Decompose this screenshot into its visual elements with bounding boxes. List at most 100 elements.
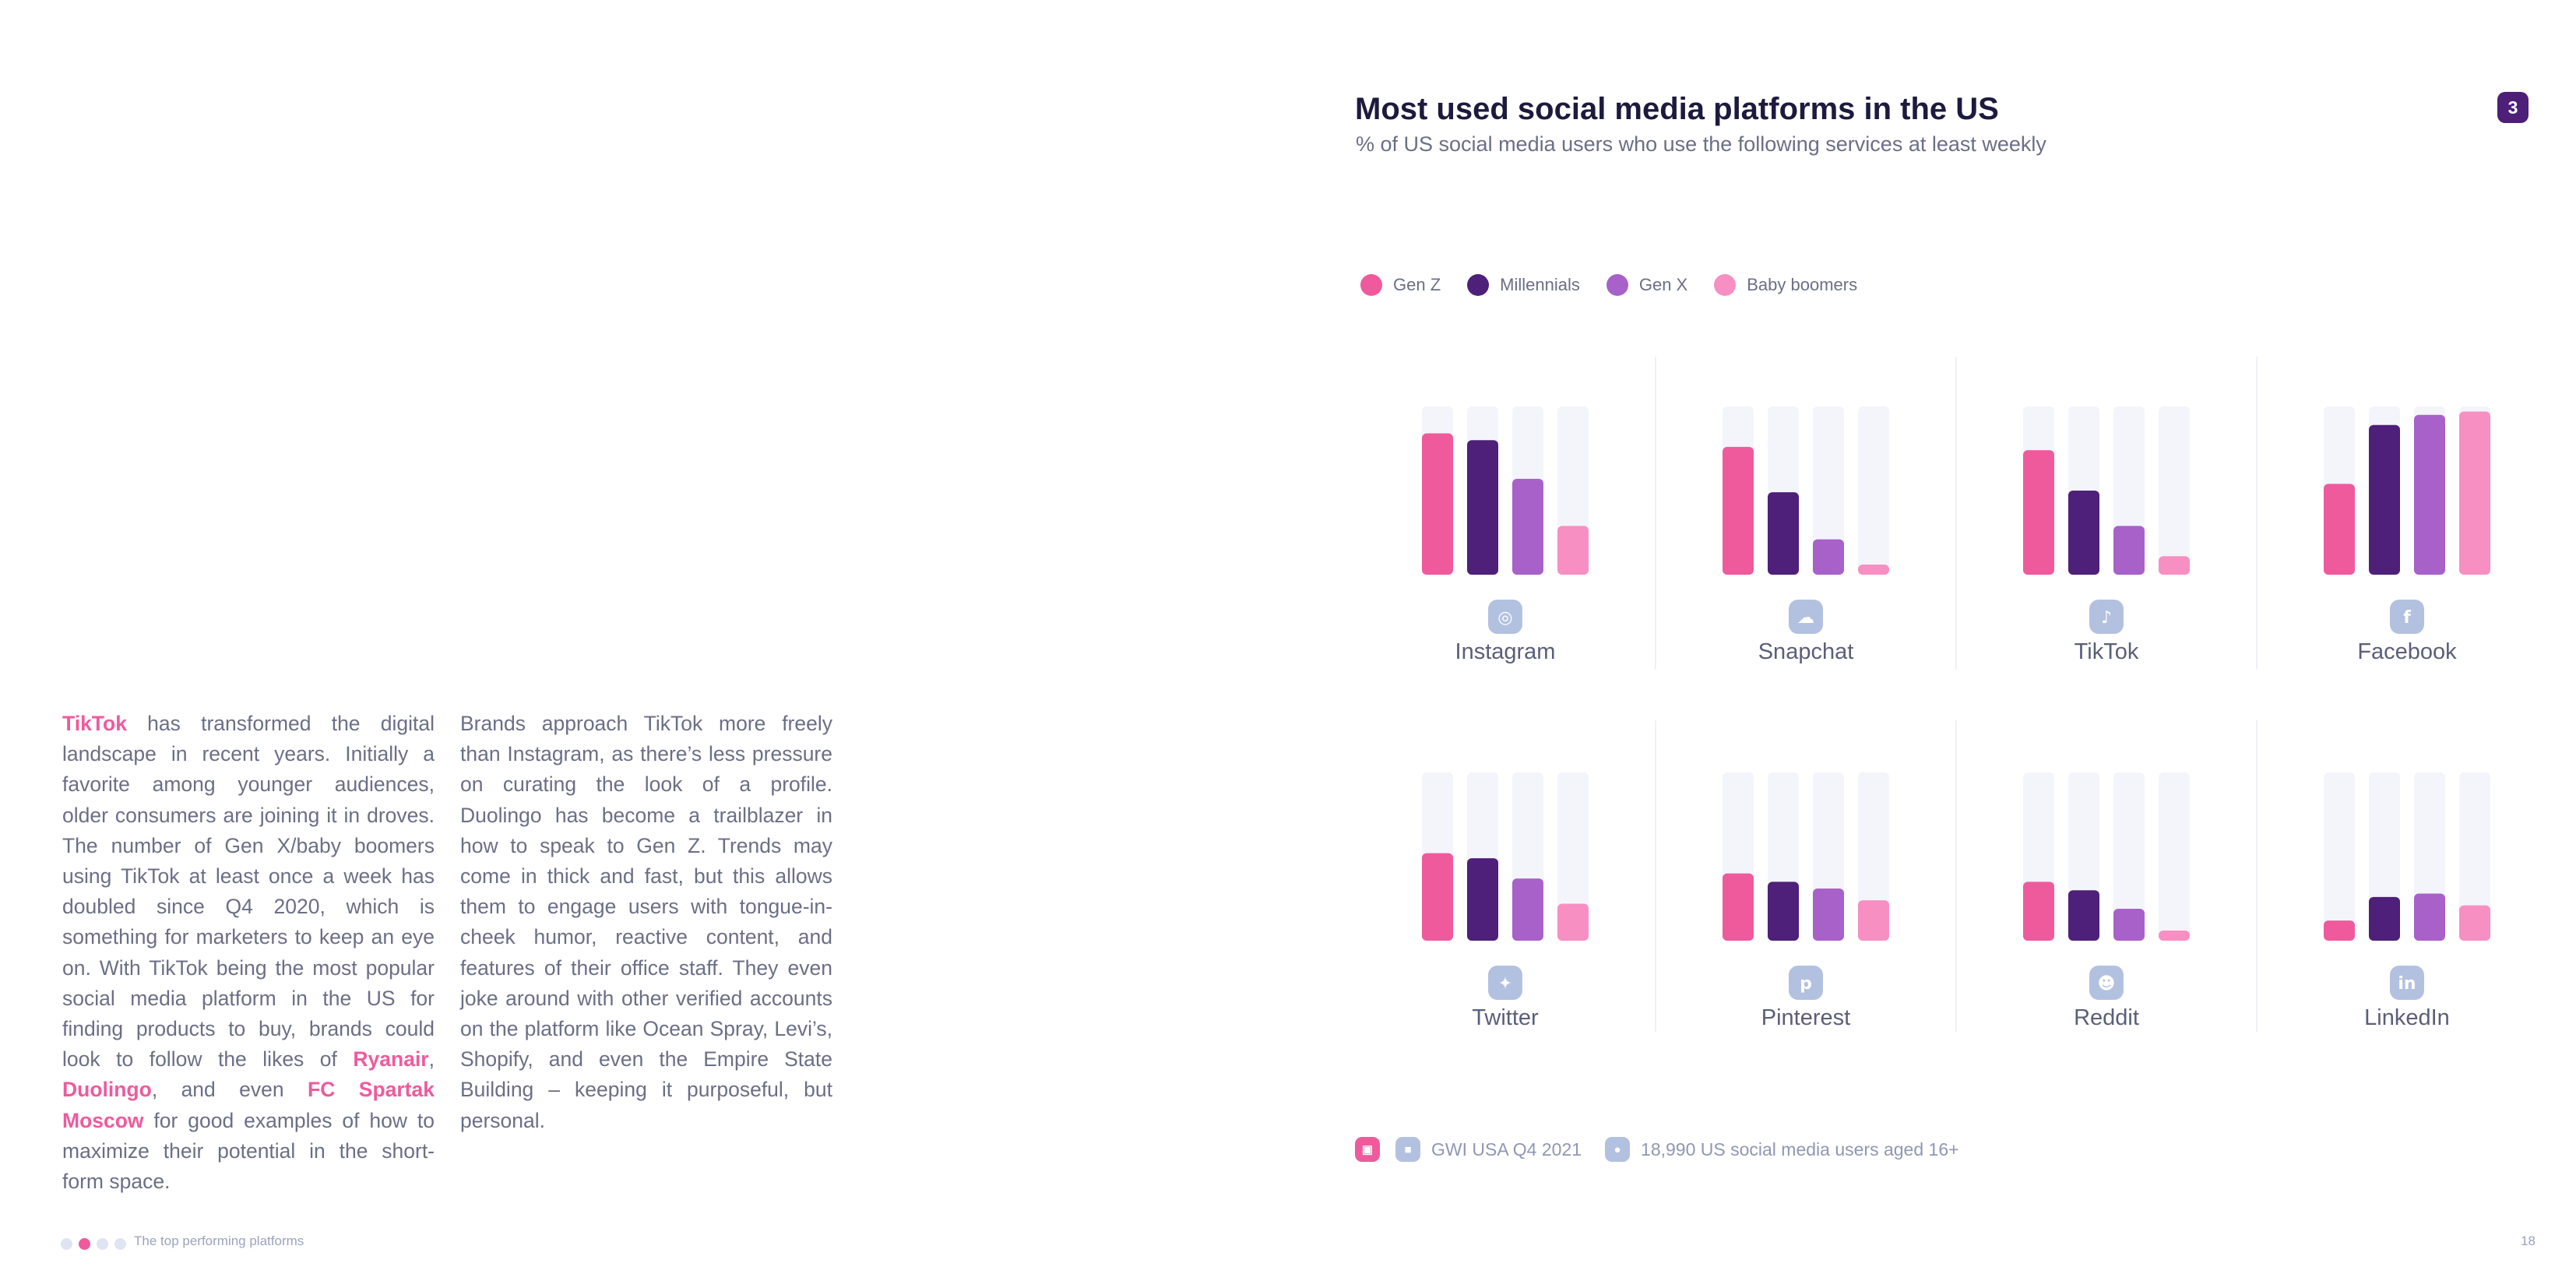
highlight-term: Ryanair	[353, 1047, 429, 1072]
bar	[2414, 414, 2445, 575]
bar	[1813, 539, 1844, 575]
bar	[1723, 446, 1754, 575]
bar	[1557, 903, 1589, 941]
reddit-icon	[2089, 966, 2124, 1000]
bar	[1858, 900, 1889, 941]
pager-dot	[114, 1238, 126, 1250]
paragraph: Brands approach TikTok more freely than …	[460, 712, 832, 1132]
snapchat-icon	[1789, 600, 1823, 634]
platform-panel: f Facebook	[2324, 406, 2490, 664]
pager-dot	[97, 1238, 108, 1250]
bar-track	[2113, 772, 2145, 941]
bar	[1768, 882, 1799, 941]
text-run: for good examples of how to maximize the…	[62, 1108, 435, 1194]
platform-label: Instagram	[1455, 639, 1556, 664]
chart-title: Most used social media platforms in the …	[1355, 92, 1999, 126]
bar	[1813, 889, 1844, 941]
platform-label: Reddit	[2074, 1005, 2139, 1030]
bar	[2068, 890, 2099, 941]
platform-panel: ♪ TikTok	[2023, 406, 2190, 664]
pager-dots	[61, 1238, 126, 1250]
icon-glyph: in	[2398, 974, 2416, 994]
highlight-term: FC Spartak Moscow	[62, 1078, 435, 1132]
bar	[1422, 853, 1453, 941]
tiktok-icon	[2089, 600, 2124, 634]
icon-glyph: ✦	[1498, 974, 1512, 994]
platform-panel: ◎ Instagram	[1422, 406, 1589, 664]
bar	[1512, 478, 1543, 575]
platform-label: Facebook	[2357, 639, 2457, 664]
text-run: has transformed the digital landscape in…	[62, 712, 435, 1072]
body-text-column-2: Brands approach TikTok more freely than …	[460, 709, 832, 1136]
icon-glyph: ♪	[2101, 608, 2112, 628]
dataset-icon: ■	[1395, 1137, 1420, 1162]
audience-icon: ●	[1605, 1137, 1631, 1162]
bar	[2068, 491, 2099, 575]
legend-swatch	[1467, 274, 1490, 296]
twitter-icon	[1488, 966, 1522, 1000]
icon-glyph: ◎	[1497, 608, 1512, 628]
bar	[2113, 908, 2145, 941]
legend-swatch	[1360, 274, 1382, 296]
legend-item: Gen X	[1606, 274, 1687, 296]
legend-label: Gen Z	[1393, 275, 1441, 294]
pinterest-icon	[1789, 966, 1823, 1000]
pager-dot	[61, 1238, 72, 1250]
source-line: ▣ ■ GWI USA Q4 2021 ● 18,990 US social m…	[1355, 1137, 1959, 1162]
platform-panel: ☻ Reddit	[2023, 772, 2190, 1030]
bar	[1467, 440, 1498, 575]
platform-label: LinkedIn	[2364, 1005, 2450, 1030]
bar	[1723, 873, 1754, 941]
bar	[2159, 556, 2190, 575]
icon-glyph: f	[2403, 608, 2411, 628]
facebook-icon	[2390, 600, 2424, 634]
legend-label: Gen X	[1638, 275, 1688, 294]
icon-glyph: ☁	[1797, 608, 1814, 628]
bar	[1512, 878, 1543, 941]
bar	[2324, 920, 2355, 941]
bar-track	[2159, 772, 2190, 941]
chart-number-badge: 3	[2497, 92, 2528, 123]
source-sample: 18,990 US social media users aged 16+	[1641, 1138, 1959, 1160]
platform-panel: p Pinterest	[1723, 772, 1889, 1030]
highlight-term: TikTok	[62, 712, 127, 735]
legend-item: Baby boomers	[1714, 274, 1857, 296]
bar	[2369, 896, 2400, 941]
legend-label: Baby boomers	[1747, 275, 1858, 294]
bar	[2113, 526, 2145, 575]
legend-swatch	[1606, 274, 1628, 296]
platform-panel: ✦ Twitter	[1422, 772, 1589, 1030]
bar	[2459, 905, 2490, 941]
bar	[2369, 424, 2400, 575]
bar-track	[2459, 772, 2490, 941]
icon-glyph: ☻	[2098, 974, 2116, 994]
legend-item: Gen Z	[1360, 274, 1441, 296]
bar-track	[1858, 406, 1889, 575]
page-number: 18	[2521, 1233, 2536, 1248]
bar-track	[2159, 406, 2190, 575]
bar	[2159, 931, 2190, 941]
legend-label: Millennials	[1500, 275, 1580, 294]
bar	[2023, 450, 2054, 575]
highlight-term: Duolingo	[62, 1078, 152, 1102]
data-source-icon: ▣	[1355, 1137, 1380, 1162]
icon-glyph: p	[1800, 974, 1812, 994]
linkedin-icon	[2390, 966, 2424, 1000]
legend-swatch	[1714, 274, 1737, 296]
bar	[2459, 411, 2490, 575]
platform-label: Twitter	[1472, 1005, 1539, 1030]
text-run: ,	[428, 1047, 435, 1072]
bar-track	[1858, 772, 1889, 941]
bar	[1467, 858, 1498, 941]
text-run: , and even	[151, 1078, 308, 1102]
legend-item: Millennials	[1467, 274, 1580, 296]
bar	[1858, 565, 1889, 575]
platform-panel: in LinkedIn	[2324, 772, 2490, 1030]
bar-track	[2324, 772, 2355, 941]
platform-label: Pinterest	[1761, 1005, 1850, 1030]
footer-section-title: The top performing platforms	[134, 1233, 304, 1248]
platform-label: TikTok	[2075, 639, 2139, 664]
source-dataset: GWI USA Q4 2021	[1431, 1138, 1582, 1160]
bar	[2324, 484, 2355, 575]
platform-panel: ☁ Snapchat	[1723, 406, 1889, 664]
